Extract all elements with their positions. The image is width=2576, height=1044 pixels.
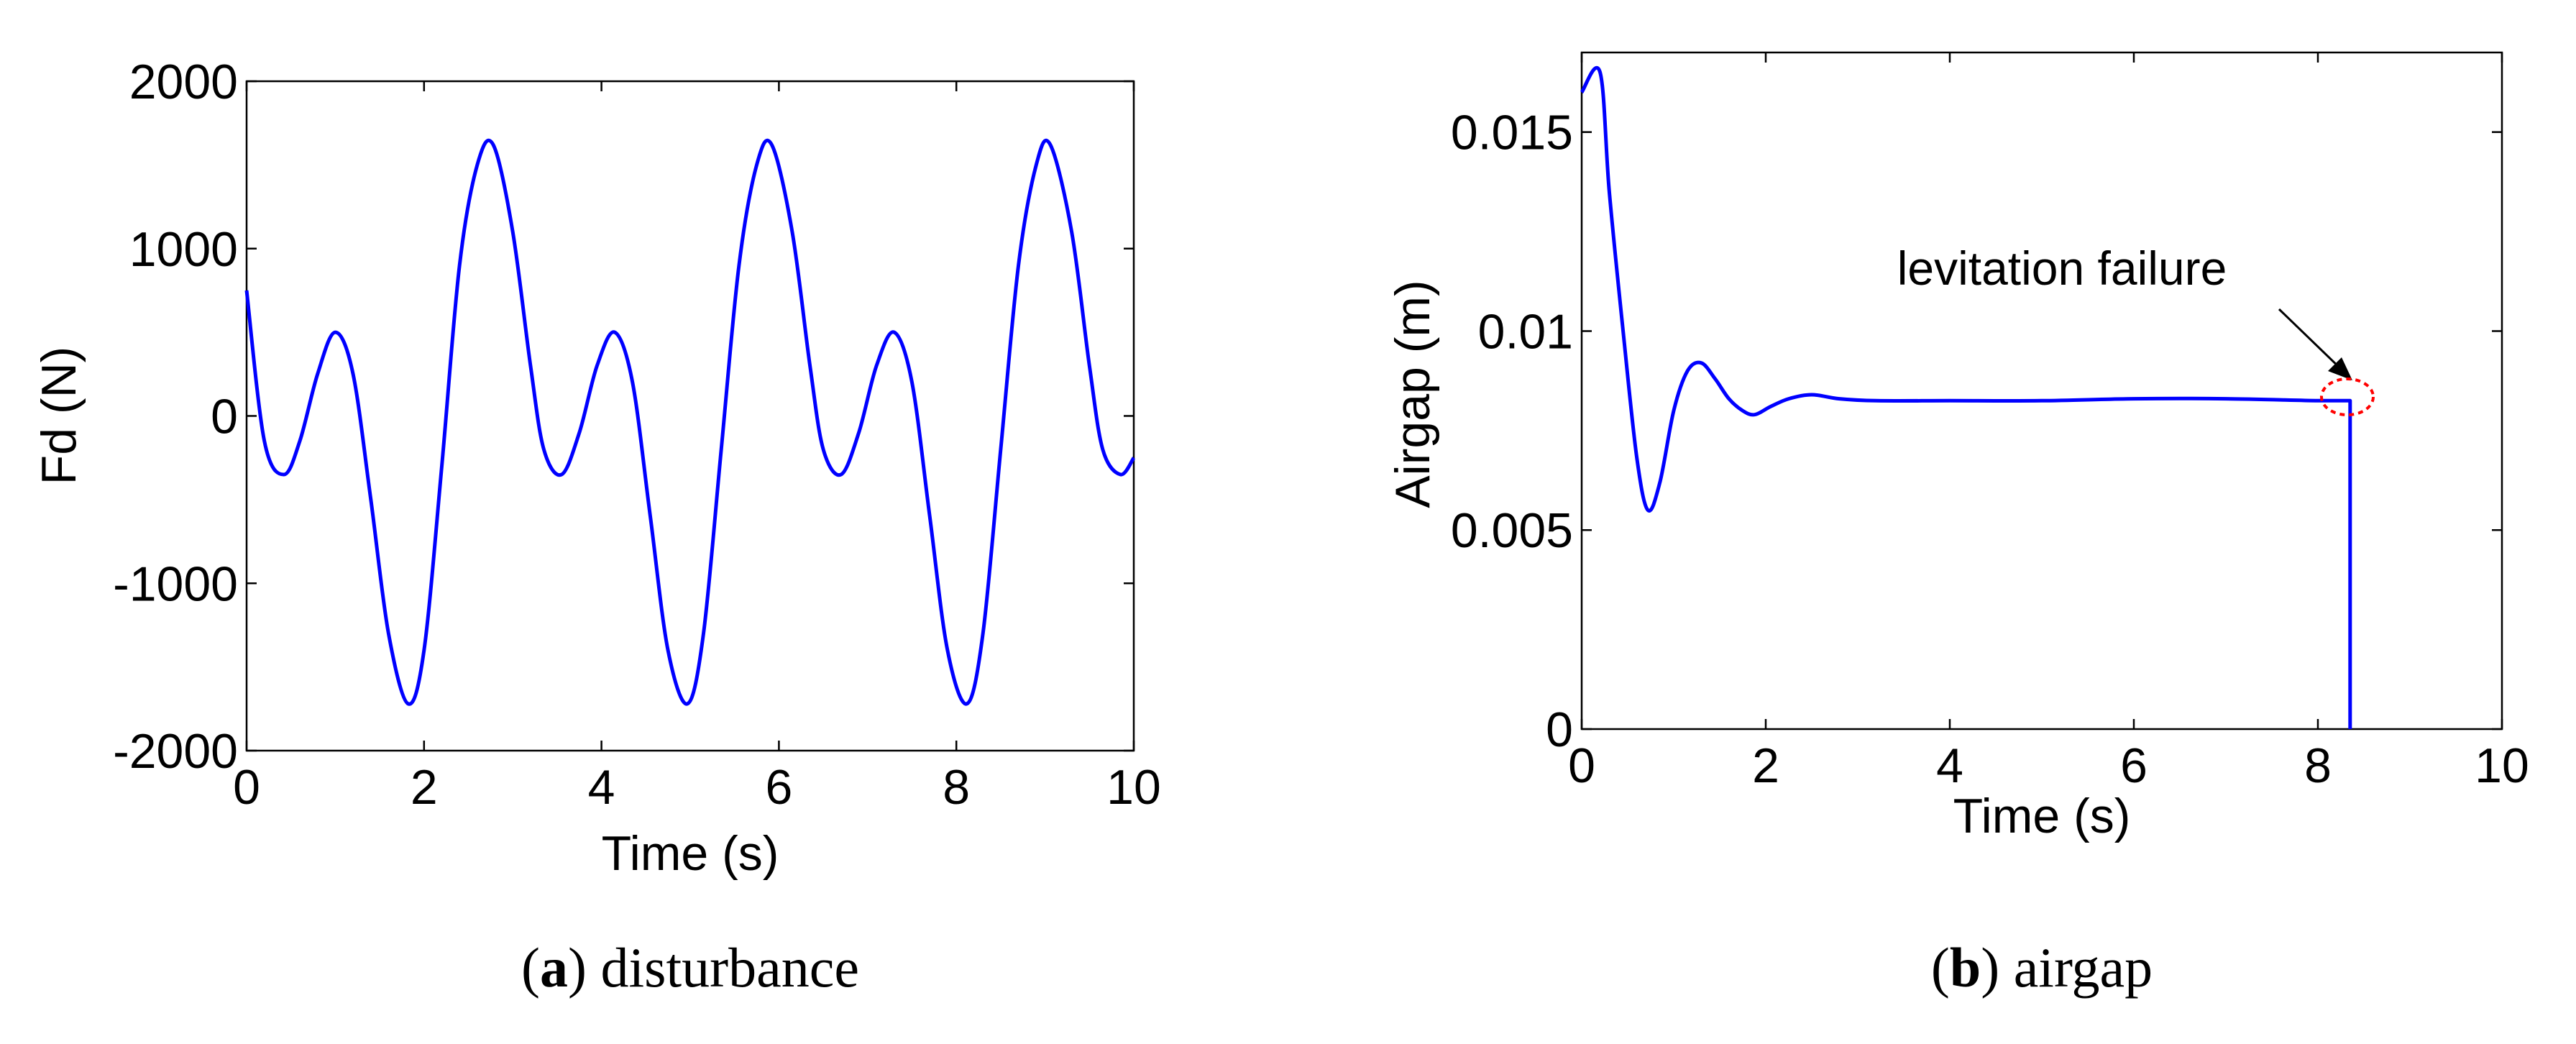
chart-b-xtick-label: 8 <box>2304 738 2332 793</box>
chart-a-xtick-label: 2 <box>411 760 438 815</box>
chart-a-xtick-label: 0 <box>233 760 260 815</box>
chart-b-xlabel: Time (s) <box>1953 789 2131 843</box>
chart-a-caption-text: disturbance <box>587 936 859 999</box>
chart-b-caption-text: airgap <box>1999 936 2153 999</box>
chart-b-caption-letter: b <box>1950 936 1981 999</box>
chart-a-caption: (a) disturbance <box>521 936 859 999</box>
chart-airgap: 0 2 4 6 8 10 0 0.005 0.01 0.015 Time (s) Airgap (… <box>1385 51 2529 999</box>
chart-a-ytick-label: 1000 <box>129 222 238 277</box>
chart-b-xtick-label: 6 <box>2120 738 2148 793</box>
chart-b-ytick-label: 0.005 <box>1451 503 1573 558</box>
chart-a-ytick-label: 0 <box>211 390 238 444</box>
chart-b-marks: 0 2 4 6 8 10 0 0.005 0.01 0.015 <box>1451 52 2529 793</box>
chart-a-xlabel: Time (s) <box>602 826 779 881</box>
chart-b-annotation-arrow-head <box>2328 357 2352 380</box>
chart-disturbance: 0 2 4 6 8 10 -2000 -1000 0 1000 2000 Time (s) Fd (… <box>32 55 1161 999</box>
chart-b-xtick-label: 4 <box>1936 738 1963 793</box>
chart-b-ylabel: Airgap (m) <box>1385 280 1440 508</box>
chart-b-annotation-arrow-shaft <box>2278 308 2344 372</box>
chart-a-marks: 0 2 4 6 8 10 -2000 -1000 0 1000 2000 <box>113 55 1161 815</box>
chart-b-xtick-label: 10 <box>2475 738 2529 793</box>
chart-b-caption: (b) airgap <box>1931 936 2153 999</box>
chart-b-plot-area <box>1580 51 2503 731</box>
chart-a-ylabel: Fd (N) <box>32 347 86 485</box>
chart-a-xtick-label: 4 <box>588 760 615 815</box>
chart-b-annotation: levitation failure <box>1897 242 2227 295</box>
chart-a-caption-letter: a <box>540 936 568 999</box>
chart-a-ytick-label: -1000 <box>113 557 238 611</box>
chart-b-failure-marker <box>2320 377 2375 416</box>
chart-a-xtick-label: 10 <box>1106 760 1161 815</box>
chart-a-ytick-label: 2000 <box>129 55 238 109</box>
chart-b-ytick-label: 0 <box>1546 702 1573 757</box>
chart-a-ytick-label: -2000 <box>113 724 238 779</box>
chart-a-xtick-label: 6 <box>765 760 792 815</box>
chart-b-series-line <box>1580 65 2352 729</box>
chart-b-xtick-label: 2 <box>1752 738 1779 793</box>
chart-a-xtick-label: 8 <box>943 760 970 815</box>
chart-b-ytick-label: 0.015 <box>1451 106 1573 160</box>
chart-a-series-line <box>244 138 1136 706</box>
chart-b-ytick-label: 0.01 <box>1478 304 1573 359</box>
chart-b-xtick-label: 0 <box>1568 738 1595 793</box>
